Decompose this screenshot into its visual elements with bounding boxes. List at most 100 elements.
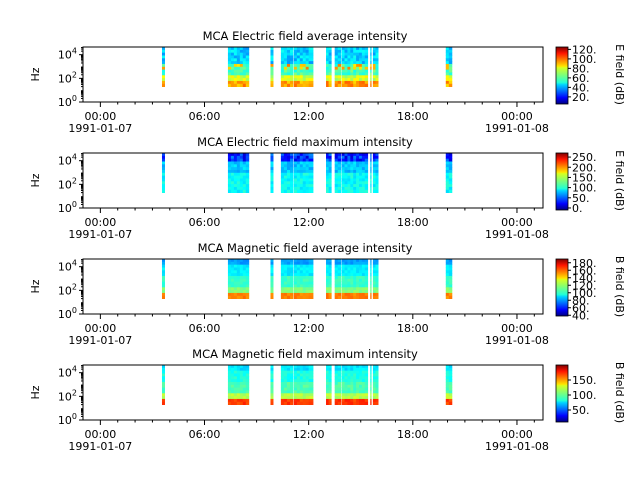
- spectrogram-cell: [448, 376, 453, 380]
- spectrogram-cell: [372, 49, 376, 54]
- spectrogram-cell: [445, 393, 450, 397]
- spectrogram-cell: [372, 390, 376, 394]
- spectrogram-cell: [230, 184, 235, 188]
- spectrogram-cell: [375, 261, 379, 266]
- spectrogram-cell: [305, 172, 310, 177]
- spectrogram-cell: [359, 175, 363, 179]
- spectrogram-cell: [270, 393, 274, 397]
- spectrogram-cell: [227, 72, 232, 76]
- spectrogram-cell: [239, 78, 244, 82]
- spectrogram-cell: [356, 367, 360, 372]
- spectrogram-cell: [308, 275, 314, 280]
- spectrogram-cell: [347, 381, 351, 386]
- spectrogram-cell: [280, 167, 285, 171]
- spectrogram-cell: [334, 52, 339, 56]
- spectrogram-cell: [286, 72, 291, 76]
- spectrogram-cell: [372, 72, 376, 76]
- spectrogram-cell: [227, 381, 232, 386]
- spectrogram-cell: [296, 292, 301, 297]
- spectrogram-cell: [239, 178, 244, 182]
- spectrogram-cell: [283, 384, 288, 389]
- spectrogram-cell: [359, 379, 363, 383]
- spectrogram-cell: [350, 181, 354, 185]
- spectrogram-cell: [283, 169, 288, 174]
- spectrogram-cell: [364, 396, 369, 400]
- spectrogram-cell: [445, 381, 450, 386]
- spectrogram-cell: [286, 273, 291, 277]
- spectrogram-cell: [334, 58, 339, 62]
- colorbar-tick-label: 120.: [572, 43, 597, 56]
- x-tick-label: 06:00: [189, 216, 221, 229]
- spectrogram-cell: [302, 287, 307, 291]
- spectrogram-cell: [230, 58, 235, 62]
- spectrogram-cell: [270, 66, 274, 71]
- spectrogram-cell: [305, 381, 310, 386]
- spectrogram-cell: [364, 401, 369, 405]
- spectrogram-cell: [359, 270, 363, 274]
- spectrogram-cell: [242, 393, 247, 397]
- spectrogram-cell: [448, 69, 453, 73]
- spectrogram-cell: [283, 175, 288, 179]
- spectrogram-cell: [233, 379, 238, 383]
- colorbar-label: B field (dB): [613, 256, 626, 317]
- spectrogram-cell: [370, 78, 372, 82]
- spectrogram-cell: [350, 155, 354, 160]
- spectrogram-cell: [372, 370, 376, 374]
- spectrogram-cell: [236, 261, 241, 266]
- spectrogram-cell: [245, 72, 250, 76]
- spectrogram-cell: [293, 175, 298, 179]
- spectrogram-cell: [242, 78, 247, 82]
- spectrogram-cell: [227, 186, 232, 191]
- spectrogram-cell: [356, 169, 360, 174]
- spectrogram-cell: [290, 267, 294, 271]
- spectrogram-cell: [326, 58, 330, 62]
- spectrogram-cell: [328, 384, 332, 389]
- spectrogram-cell: [445, 61, 450, 65]
- spectrogram-cell: [236, 61, 241, 65]
- spectrogram-cell: [328, 278, 332, 283]
- spectrogram-cell: [239, 367, 244, 372]
- spectrogram-cell: [239, 273, 244, 277]
- spectrogram-cell: [280, 184, 285, 188]
- spectrogram-cell: [236, 381, 241, 386]
- spectrogram-cell: [326, 153, 330, 157]
- spectrogram-cell: [364, 63, 369, 68]
- spectrogram-cell: [245, 365, 250, 369]
- spectrogram-cell: [344, 398, 348, 403]
- spectrogram-cell: [375, 396, 379, 400]
- spectrogram-cell: [361, 365, 366, 369]
- spectrogram-cell: [344, 381, 348, 386]
- y-tick-label: 104: [58, 259, 77, 274]
- spectrogram-cell: [448, 290, 453, 294]
- spectrogram-cell: [375, 387, 379, 391]
- spectrogram-cell: [286, 155, 291, 160]
- spectrogram-cell: [270, 164, 274, 168]
- spectrogram-cell: [280, 401, 285, 405]
- spectrogram-cell: [353, 261, 357, 266]
- spectrogram-cell: [445, 175, 450, 179]
- spectrogram-cell: [299, 58, 304, 62]
- spectrogram-cell: [239, 47, 244, 51]
- spectrogram-cell: [270, 186, 274, 191]
- spectrogram-cell: [350, 58, 354, 62]
- spectrogram-cell: [326, 401, 330, 405]
- spectrogram-cell: [375, 155, 379, 160]
- spectrogram-cell: [356, 52, 360, 56]
- spectrogram-cell: [308, 164, 314, 168]
- spectrogram-cell: [305, 167, 310, 171]
- spectrogram-cell: [337, 261, 342, 266]
- spectrogram-cell: [293, 169, 298, 174]
- spectrogram-cell: [227, 155, 232, 160]
- spectrogram-cell: [245, 270, 250, 274]
- spectrogram-cell: [302, 66, 307, 71]
- spectrogram-cell: [341, 264, 345, 268]
- spectrogram-cell: [445, 69, 450, 73]
- spectrogram-cell: [233, 261, 238, 266]
- spectrogram-cell: [344, 365, 348, 369]
- spectrogram-cell: [334, 373, 339, 377]
- spectrogram-cell: [448, 370, 453, 374]
- spectrogram-cell: [230, 387, 235, 391]
- spectrogram-cell: [230, 401, 235, 405]
- spectrogram-cell: [308, 83, 314, 87]
- spectrogram-cell: [236, 278, 241, 283]
